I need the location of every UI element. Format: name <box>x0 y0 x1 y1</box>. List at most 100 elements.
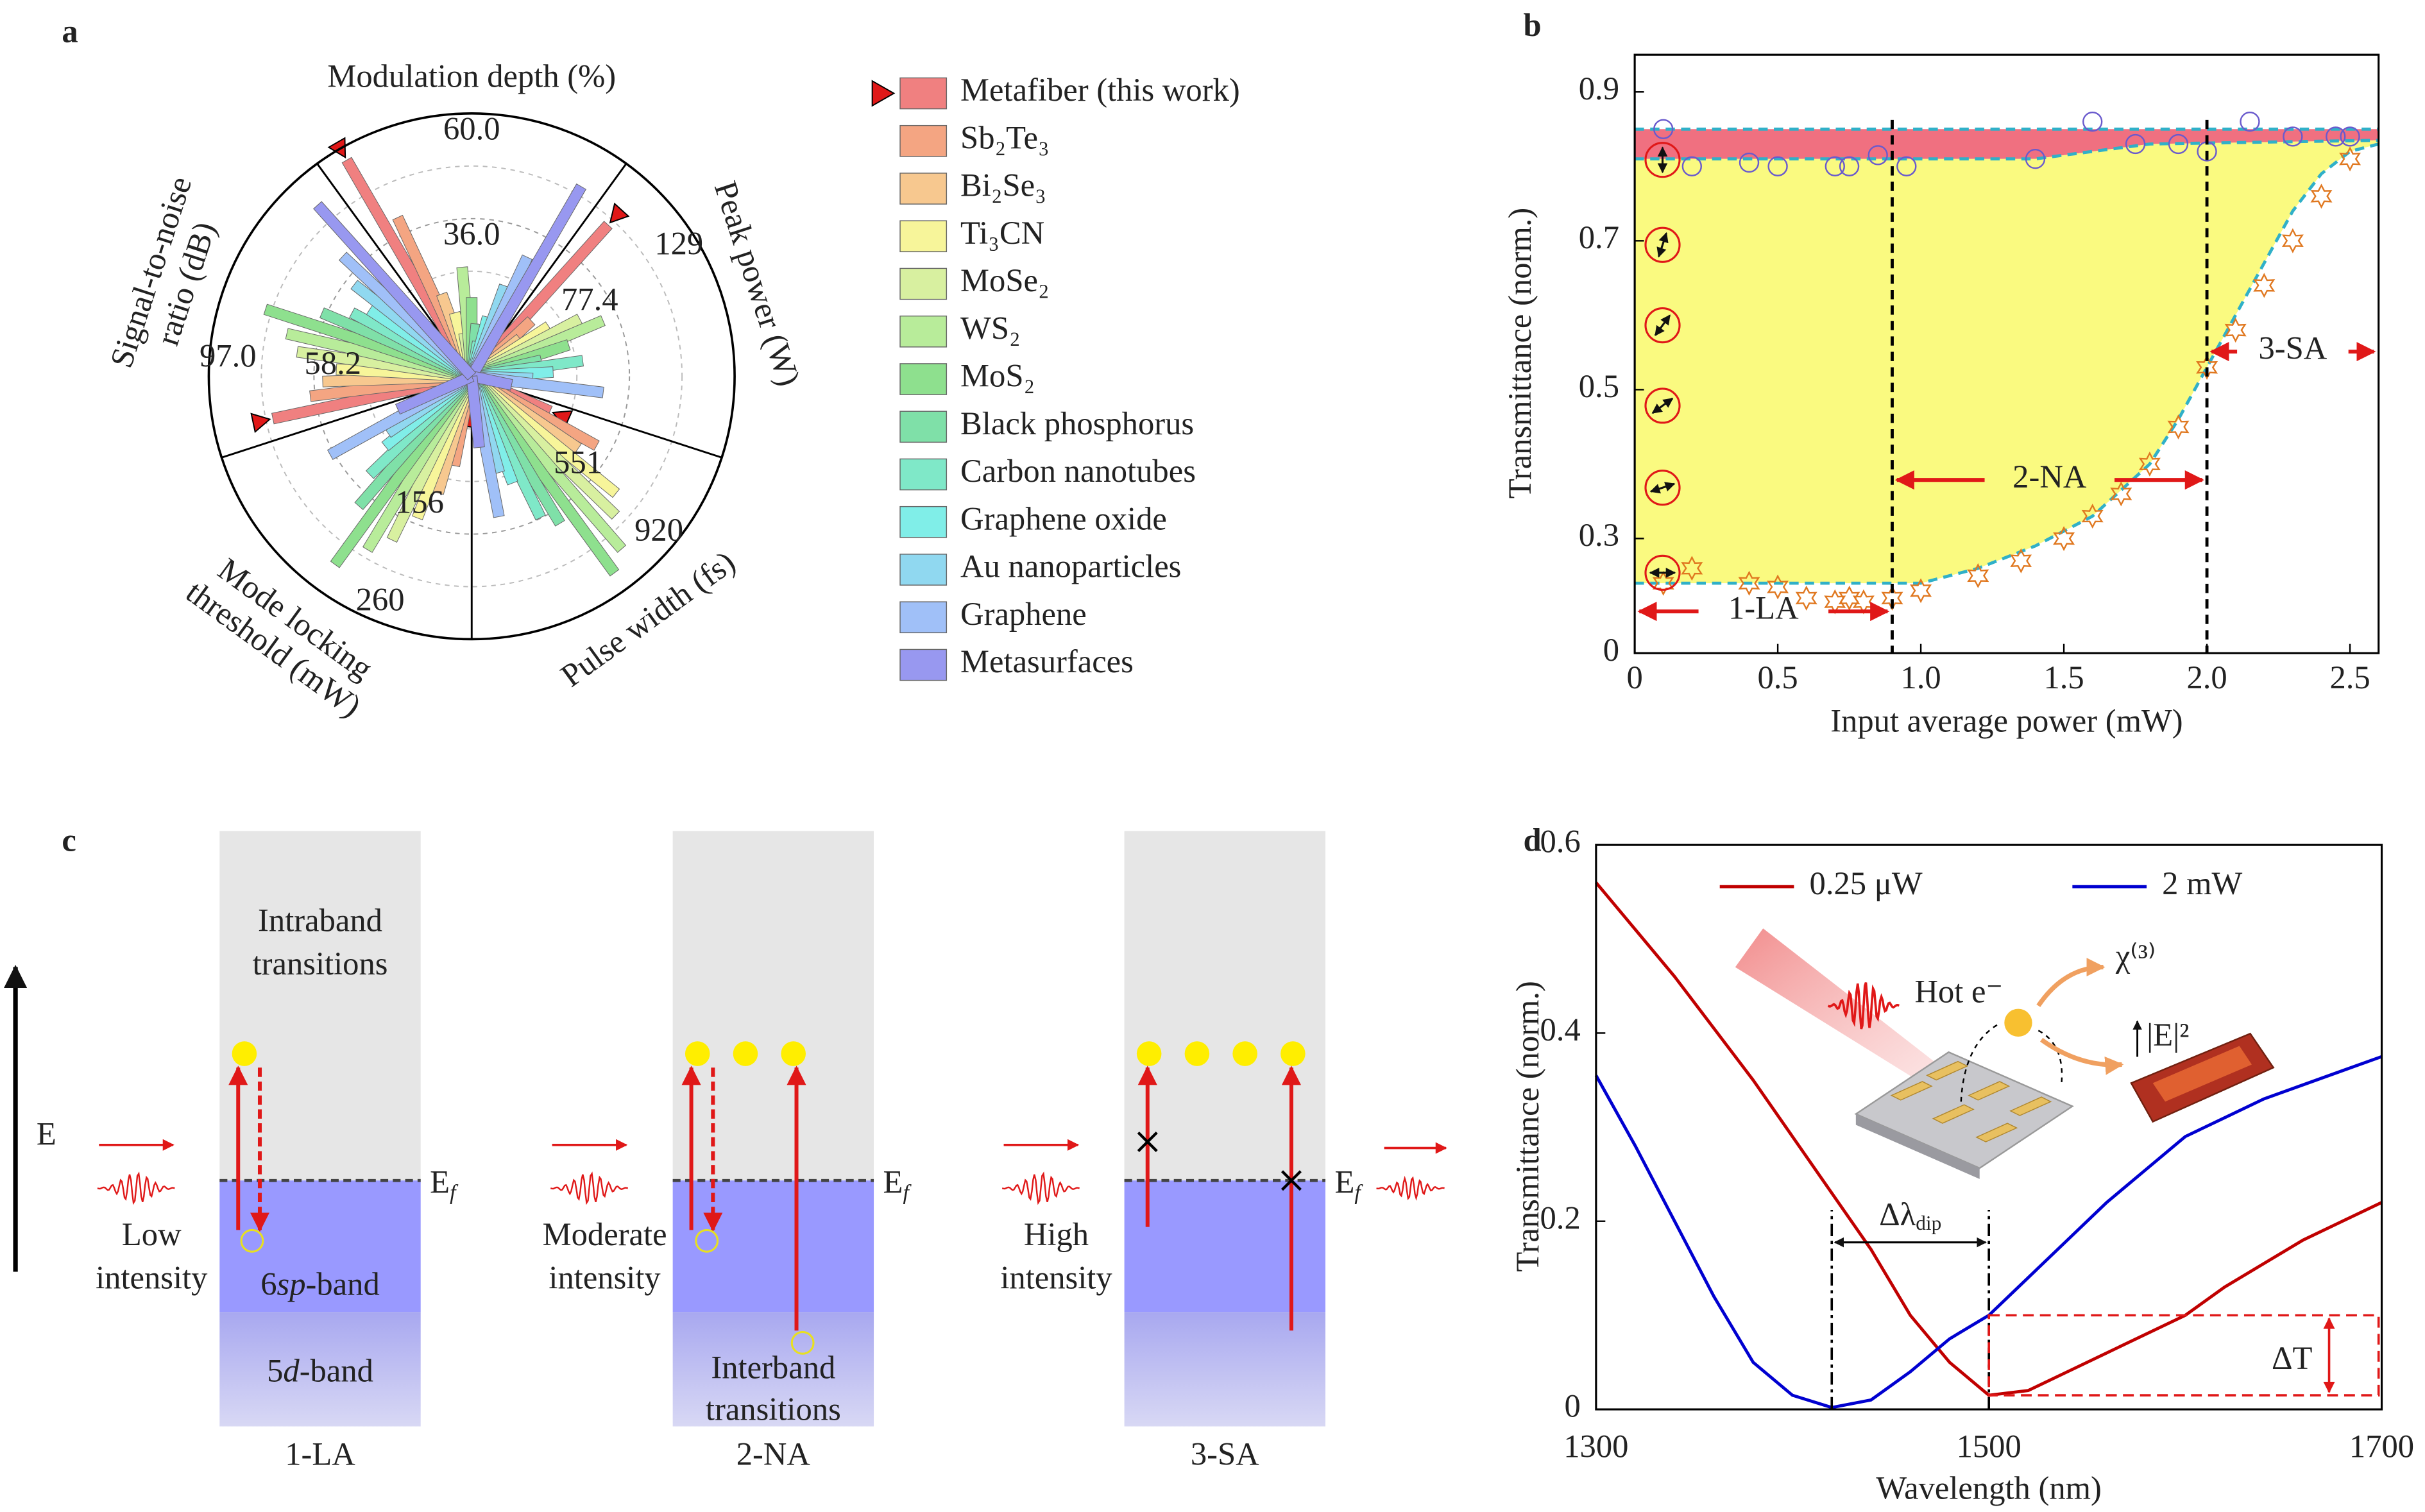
nanoblock <box>1890 1081 1933 1101</box>
data-point <box>1681 556 1703 581</box>
x-tick-label: 1.0 <box>1900 659 1941 695</box>
data-point <box>2053 526 2075 552</box>
y-tick-label: 0.9 <box>1579 71 1619 106</box>
legend-label: 0.25 μW <box>1810 865 1923 901</box>
data-point <box>1910 578 1932 604</box>
x-tick-label: 1500 <box>1957 1428 2021 1464</box>
x-axis-title: Input average power (mW) <box>1830 703 2182 739</box>
fermi-label-sub: f <box>903 1181 912 1205</box>
y-tick-label: 0.6 <box>1540 824 1580 860</box>
pulse <box>97 1171 175 1205</box>
legend-label: Black phosphorus <box>960 405 1194 441</box>
stage-label: 1-LA <box>285 1436 355 1472</box>
dip-label: Δλdip <box>1879 1196 1941 1235</box>
axis-title: Modulation depth (%) <box>327 58 616 94</box>
r-tick-label: 260 <box>356 581 405 617</box>
legend-label: Carbon nanotubes <box>960 453 1196 489</box>
r-tick-label: 36.0 <box>443 216 500 251</box>
data-point <box>1881 585 1903 611</box>
transmission-area <box>1635 140 2379 584</box>
fermi-label-main: E <box>883 1164 903 1200</box>
intensity-label: High <box>1024 1216 1089 1252</box>
data-point <box>2240 112 2260 132</box>
electron <box>1281 1041 1306 1066</box>
intensity-label: intensity <box>96 1260 208 1296</box>
blocked-mark <box>1137 1131 1158 1152</box>
x-tick-label: 2.0 <box>2186 659 2227 695</box>
data-point <box>1967 563 1989 588</box>
y-axis-title: Transmittance (norm.) <box>1510 981 1545 1272</box>
polarization-icon <box>1644 226 1681 263</box>
data-point <box>2326 126 2346 147</box>
band-label-part: d <box>283 1352 300 1388</box>
data-point <box>1738 570 1760 596</box>
polarization-icon <box>1644 470 1681 506</box>
energy-label: E <box>37 1116 56 1151</box>
y-tick-label: 0.2 <box>1540 1200 1580 1236</box>
ring <box>366 270 578 482</box>
legend-label: MoSe₂ <box>960 262 1050 298</box>
x-tick-label: 0 <box>1626 659 1642 695</box>
y-tick-label: 0.5 <box>1579 368 1619 404</box>
dip-label-sub: dip <box>1916 1212 1941 1234</box>
electron-path <box>2038 1030 2063 1083</box>
inset-label: |E|² <box>2147 1017 2189 1053</box>
y-tick-label: 0 <box>1603 632 1619 668</box>
stage-label: 3-SA <box>1191 1436 1259 1472</box>
legend-label: Au nanoparticles <box>960 548 1181 584</box>
x-tick-label: 1700 <box>2349 1428 2414 1464</box>
conduction-region <box>219 831 421 1181</box>
r-tick-label: 129 <box>654 225 703 261</box>
data-point <box>2196 355 2218 380</box>
legend-label: Bi₂Se₃ <box>960 167 1046 203</box>
data-point <box>2110 481 2132 507</box>
sp-band <box>672 1180 874 1312</box>
data-point <box>2281 228 2304 253</box>
intraband-label: Intraband <box>258 903 382 939</box>
legend-swatch <box>899 554 948 586</box>
legend-swatch <box>899 220 948 253</box>
axis-title: Peak power (W) <box>708 177 808 391</box>
electron <box>1232 1041 1257 1066</box>
nanoblock <box>1932 1104 1975 1124</box>
legend-swatch <box>899 601 948 634</box>
data-point <box>1767 574 1789 600</box>
inset-pulse <box>1827 982 1900 1030</box>
intensity-label: intensity <box>549 1260 661 1296</box>
pulse <box>550 1171 629 1205</box>
x-axis-title: Wavelength (nm) <box>1876 1470 2101 1506</box>
data-point <box>2081 504 2104 529</box>
conduction-region <box>1124 831 1325 1181</box>
interband-label: Interband <box>711 1349 835 1385</box>
data-point <box>1681 156 1702 176</box>
nanoblock <box>1926 1060 1969 1081</box>
fit-line <box>1635 139 2379 161</box>
legend-label: Metasurfaces <box>960 643 1134 679</box>
panel-label: c <box>62 822 76 858</box>
r-tick-label: 97.0 <box>200 338 257 374</box>
polarization-arrow <box>1654 314 1671 336</box>
highlight-marker <box>327 137 346 159</box>
polar-frame <box>207 112 736 641</box>
legend-label: WS₂ <box>960 310 1021 346</box>
y-axis-title: Transmittance (norm.) <box>1502 208 1538 499</box>
data-point <box>2283 126 2303 147</box>
y-tick-label: 0 <box>1564 1388 1580 1424</box>
intensity-label: Low <box>122 1216 182 1252</box>
nanoblock <box>1975 1123 2018 1142</box>
r-tick-label: 58.2 <box>305 345 362 381</box>
blocked-mark <box>1281 1170 1302 1191</box>
r-tick-label: 77.4 <box>561 281 618 317</box>
x-tick-label: 1300 <box>1563 1428 1628 1464</box>
legend-label: MoS₂ <box>960 358 1035 394</box>
sp-band <box>219 1180 421 1312</box>
hot-electron <box>2004 1008 2032 1037</box>
hole <box>695 1228 719 1253</box>
polarization-arrow <box>1651 397 1674 414</box>
band-label: 6sp-band <box>260 1266 380 1302</box>
data-point <box>1838 585 1860 611</box>
ring <box>260 165 683 588</box>
y-tick-label: 0.3 <box>1579 517 1619 553</box>
data-point <box>2310 183 2333 209</box>
